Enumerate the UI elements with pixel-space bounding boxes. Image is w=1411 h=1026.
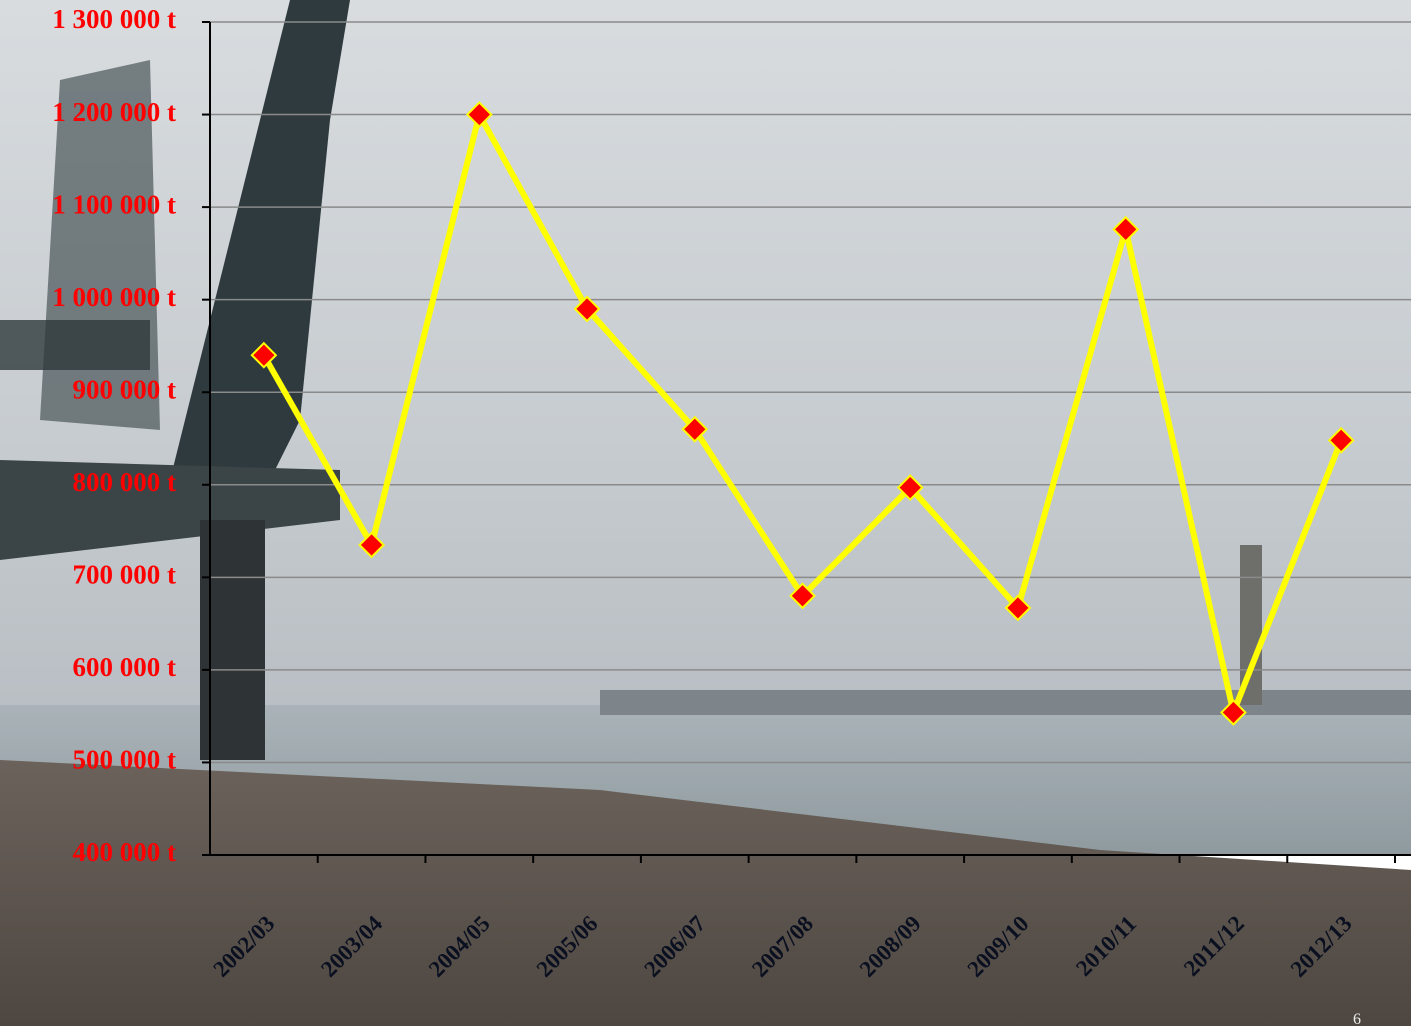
- marker: [573, 295, 601, 323]
- y-tick-label: 1 300 000 t: [52, 4, 176, 34]
- y-tick-label: 1 000 000 t: [52, 282, 176, 312]
- y-tick-label: 500 000 t: [73, 745, 177, 775]
- marker: [1327, 426, 1355, 454]
- y-tick-label: 1 100 000 t: [52, 189, 176, 219]
- marker: [1004, 594, 1032, 622]
- marker: [789, 582, 816, 610]
- marker: [1219, 699, 1247, 726]
- marker: [1112, 215, 1140, 243]
- marker: [358, 531, 386, 559]
- marker: [250, 341, 278, 369]
- y-tick-label: 1 200 000 t: [52, 97, 176, 127]
- y-tick-label: 900 000 t: [73, 374, 177, 404]
- y-tick-label: 800 000 t: [73, 467, 177, 497]
- page-number: 6: [1353, 1011, 1361, 1026]
- y-tick-label: 700 000 t: [73, 560, 177, 590]
- marker: [896, 474, 924, 501]
- y-tick-label: 400 000 t: [73, 837, 177, 867]
- y-tick-label: 600 000 t: [73, 652, 177, 682]
- marker: [681, 415, 709, 443]
- marker: [465, 101, 493, 128]
